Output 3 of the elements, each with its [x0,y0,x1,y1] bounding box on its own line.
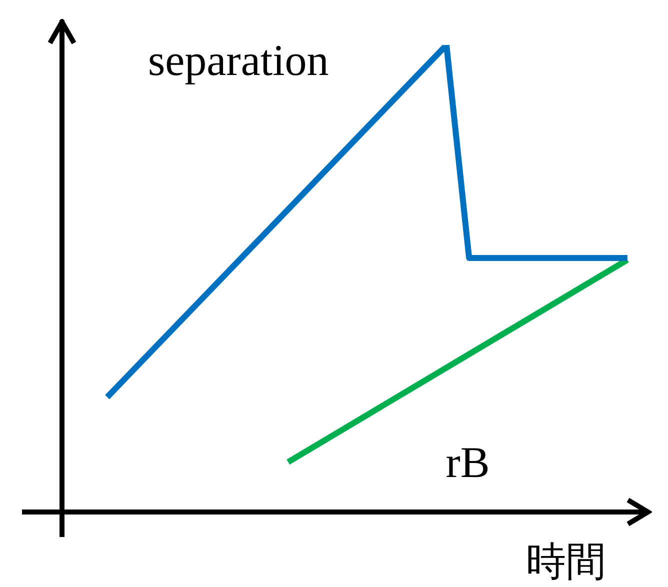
x-axis-title: 時間 [526,538,606,586]
annotation: rB [446,438,490,487]
annotation: separation [148,36,329,86]
